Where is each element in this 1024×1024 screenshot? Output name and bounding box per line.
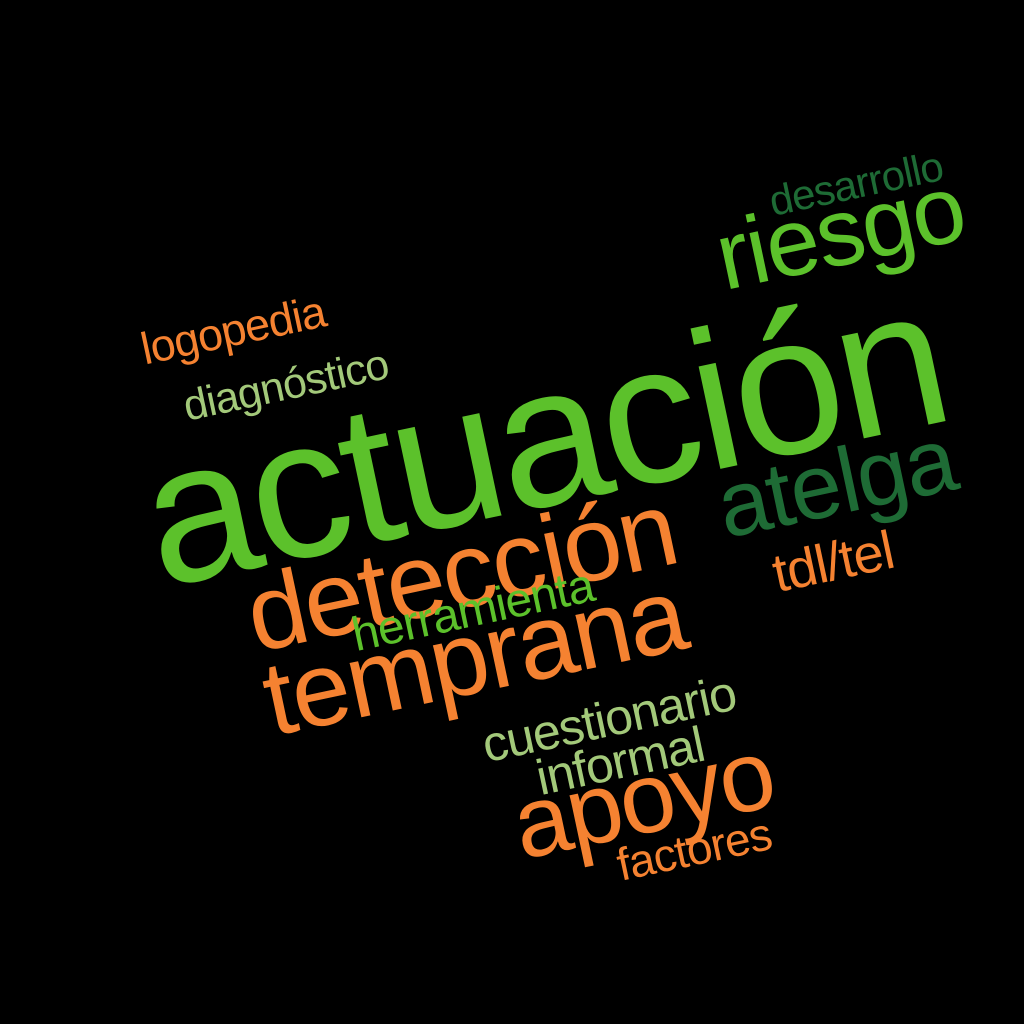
wordcloud-canvas: actuación detección temprana apoyo riesg… xyxy=(122,142,974,891)
